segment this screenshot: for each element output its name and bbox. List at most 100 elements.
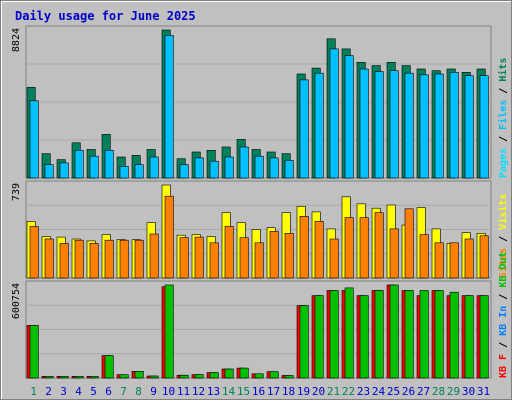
bar-hits-files-day-27 <box>419 74 429 179</box>
day-label-20: 20 <box>312 385 325 398</box>
day-label-13: 13 <box>207 385 220 398</box>
day-label-7: 7 <box>120 385 127 398</box>
bar-kbytes-kb-out-day-24 <box>374 290 384 379</box>
bar-visits-sites-day-2 <box>44 238 54 279</box>
day-label-8: 8 <box>135 385 142 398</box>
bar-hits-files-day-3 <box>59 162 69 179</box>
day-label-16: 16 <box>252 385 265 398</box>
bar-kbytes-kb-out-day-13 <box>209 372 219 379</box>
bar-kbytes-kb-out-day-3 <box>59 375 69 379</box>
legend-item: / <box>498 82 509 100</box>
bar-visits-sites-day-18 <box>284 233 294 279</box>
bar-visits-sites-day-13 <box>209 242 219 279</box>
bar-visits-sites-day-9 <box>149 233 159 279</box>
day-label-15: 15 <box>237 385 250 398</box>
bar-visits-sites-day-31 <box>479 235 489 279</box>
legend-item: Files <box>497 100 509 130</box>
bar-hits-files-day-4 <box>74 150 84 179</box>
bar-hits-files-day-18 <box>284 160 294 179</box>
legend-item: Pages <box>498 148 509 178</box>
day-label-3: 3 <box>60 385 67 398</box>
bar-kbytes-kb-out-day-10 <box>164 284 174 379</box>
bar-kbytes-kb-out-day-14 <box>224 368 234 379</box>
bar-visits-sites-day-30 <box>464 238 474 279</box>
bar-kbytes-kb-out-day-6 <box>104 355 114 379</box>
page-title: Daily usage for June 2025 <box>15 9 196 23</box>
bar-kbytes-kb-out-day-20 <box>314 295 324 379</box>
bar-hits-files-day-17 <box>269 157 279 179</box>
day-label-6: 6 <box>105 385 112 398</box>
bar-visits-sites-day-28 <box>434 242 444 279</box>
legend-item: KB Out <box>498 252 509 288</box>
bar-hits-files-day-26 <box>404 72 414 179</box>
bar-hits-files-day-10 <box>164 35 174 179</box>
bar-hits-files-day-5 <box>89 155 99 179</box>
legend-item: / <box>498 336 509 354</box>
day-label-26: 26 <box>402 385 415 398</box>
day-label-30: 30 <box>462 385 475 398</box>
bar-kbytes-kb-out-day-11 <box>179 374 189 379</box>
bar-kbytes-kb-out-day-8 <box>134 370 144 379</box>
bar-visits-sites-day-10 <box>164 195 174 279</box>
bar-hits-files-day-8 <box>134 164 144 179</box>
bar-kbytes-kb-out-day-15 <box>239 367 249 379</box>
bar-kbytes-kb-out-day-18 <box>284 375 294 379</box>
bar-kbytes-kb-out-day-16 <box>254 373 264 379</box>
bar-hits-files-day-6 <box>104 150 114 179</box>
bar-visits-sites-day-12 <box>194 236 204 279</box>
day-label-27: 27 <box>417 385 430 398</box>
bar-visits-sites-day-25 <box>389 228 399 279</box>
bar-visits-sites-day-8 <box>134 239 144 279</box>
max-label-hits: 8824 <box>11 28 22 52</box>
bar-visits-sites-day-11 <box>179 237 189 279</box>
bar-visits-sites-day-19 <box>299 216 309 279</box>
bar-kbytes-kb-out-day-26 <box>404 290 414 379</box>
bar-visits-sites-day-16 <box>254 242 264 279</box>
day-label-2: 2 <box>45 385 52 398</box>
bar-visits-sites-day-4 <box>74 239 84 279</box>
bar-hits-files-day-20 <box>314 72 324 179</box>
max-label-kbytes: 600754 <box>11 283 22 319</box>
max-label-visits: 739 <box>11 183 22 201</box>
bar-hits-files-day-1 <box>29 100 39 179</box>
bar-visits-sites-day-29 <box>449 242 459 279</box>
bar-kbytes-kb-out-day-28 <box>434 290 444 379</box>
day-label-17: 17 <box>267 385 280 398</box>
bar-visits-sites-day-22 <box>344 217 354 279</box>
day-label-4: 4 <box>75 385 82 398</box>
legend-item: KB F <box>498 354 509 378</box>
bar-hits-files-day-24 <box>374 71 384 179</box>
bar-visits-sites-day-7 <box>119 239 129 279</box>
day-label-28: 28 <box>432 385 445 398</box>
bar-visits-sites-day-1 <box>29 226 39 279</box>
bar-hits-files-day-12 <box>194 157 204 179</box>
bar-visits-sites-day-27 <box>419 234 429 279</box>
bar-hits-files-day-29 <box>449 72 459 179</box>
bar-visits-sites-day-3 <box>59 243 69 279</box>
day-label-5: 5 <box>90 385 97 398</box>
bar-kbytes-kb-out-day-23 <box>359 295 369 379</box>
bar-hits-files-day-9 <box>149 156 159 179</box>
day-label-25: 25 <box>387 385 400 398</box>
day-label-24: 24 <box>372 385 386 398</box>
day-label-23: 23 <box>357 385 370 398</box>
bar-kbytes-kb-out-day-31 <box>479 295 489 379</box>
bar-hits-files-day-25 <box>389 70 399 179</box>
legend-item: / <box>498 288 509 306</box>
legend-kbytes: KB F / KB In / KB Out <box>498 252 509 378</box>
bar-hits-files-day-21 <box>329 48 339 179</box>
bar-kbytes-kb-out-day-2 <box>44 375 54 379</box>
bar-hits-files-day-13 <box>209 160 219 179</box>
day-label-19: 19 <box>297 385 310 398</box>
bar-hits-files-day-23 <box>359 68 369 179</box>
legend-item: Sites <box>497 248 509 278</box>
bar-kbytes-kb-out-day-12 <box>194 374 204 379</box>
bar-visits-sites-day-24 <box>374 212 384 279</box>
legend-item: / <box>498 130 509 148</box>
bar-visits-sites-day-15 <box>239 237 249 279</box>
bar-hits-files-day-14 <box>224 156 234 179</box>
day-label-9: 9 <box>150 385 157 398</box>
bar-kbytes-kb-out-day-4 <box>74 375 84 379</box>
bar-hits-files-day-15 <box>239 146 249 179</box>
